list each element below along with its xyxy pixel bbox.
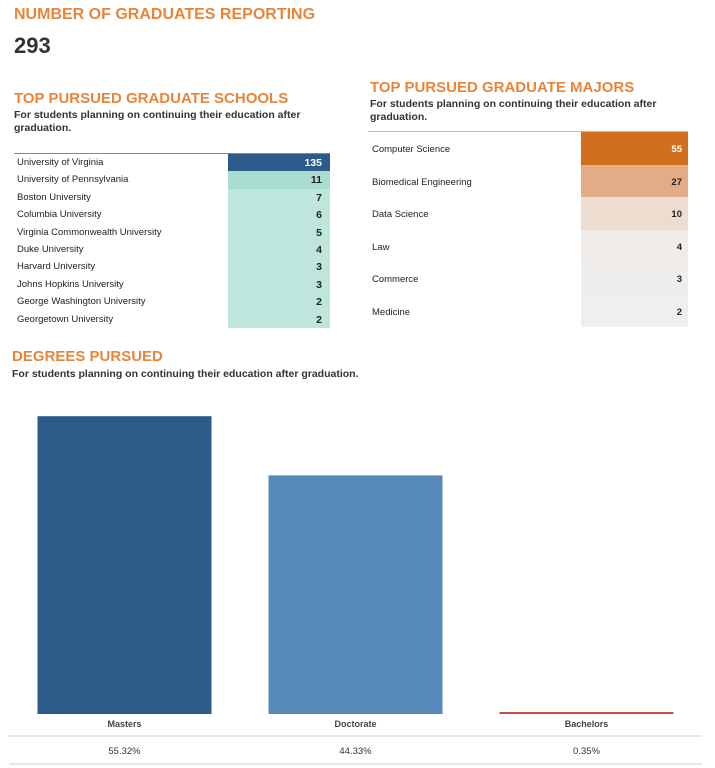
major-value: 4 (676, 241, 682, 253)
major-value-cell: 4 (581, 229, 688, 262)
major-row: Law 4 (368, 229, 688, 262)
degree-bar-doctorate (268, 475, 443, 714)
school-value-cell: 7 (228, 188, 330, 207)
major-value-cell: 10 (581, 197, 688, 230)
school-name: Columbia University (17, 209, 102, 221)
degree-bar-masters (37, 416, 212, 714)
school-value: 3 (316, 261, 322, 274)
school-row: Johns Hopkins University 3 (14, 275, 330, 294)
school-value-cell: 6 (228, 206, 330, 224)
major-name: Biomedical Engineering (372, 176, 472, 188)
degree-percent-label: 0.35% (573, 746, 600, 757)
school-value: 135 (304, 157, 322, 169)
major-value: 3 (676, 274, 682, 285)
school-value: 2 (316, 296, 322, 309)
major-value-cell: 2 (581, 294, 688, 327)
school-value: 5 (316, 226, 322, 239)
school-value-cell: 2 (228, 293, 330, 311)
school-value: 11 (310, 174, 322, 187)
major-value-cell: 27 (581, 164, 688, 197)
school-value-cell: 3 (228, 275, 330, 294)
major-row: Biomedical Engineering 27 (368, 164, 688, 197)
degree-bar-bachelors (499, 712, 674, 714)
school-name: George Washington University (17, 296, 146, 308)
school-value: 6 (316, 209, 322, 222)
degree-percent-label: 44.33% (339, 746, 372, 757)
school-name: University of Pennsylvania (17, 174, 129, 186)
major-value: 10 (671, 209, 682, 220)
major-name: Medicine (372, 306, 411, 318)
school-name: Boston University (17, 191, 91, 203)
graduates-count: 293 (14, 33, 51, 58)
school-row: Virginia Commonwealth University 5 (14, 223, 330, 241)
school-name: Georgetown University (17, 313, 114, 325)
school-row: Georgetown University 2 (14, 310, 330, 328)
school-value: 4 (316, 243, 322, 256)
majors-table: Computer Science 55 Biomedical Engineering… (368, 131, 688, 327)
school-value-cell: 11 (228, 171, 330, 189)
school-value: 2 (316, 313, 322, 326)
school-value-cell: 5 (228, 223, 330, 241)
majors-title: TOP PURSUED GRADUATE MAJORS (370, 79, 635, 96)
school-name: Virginia Commonwealth University (17, 226, 162, 238)
school-row: Harvard University 3 (14, 258, 330, 276)
degrees-subtitle: For students planning on continuing thei… (12, 368, 359, 380)
school-name: University of Virginia (17, 157, 104, 168)
degree-category-label: Doctorate (334, 719, 376, 729)
school-value: 7 (316, 191, 322, 204)
degree-category-label: Masters (107, 719, 141, 729)
major-value-cell: 3 (581, 262, 688, 295)
schools-table: University of Virginia 135 University of P… (14, 153, 330, 328)
school-value: 3 (316, 278, 322, 291)
school-name: Johns Hopkins University (17, 278, 124, 290)
school-row: Duke University 4 (14, 240, 330, 259)
degrees-title: DEGREES PURSUED (12, 348, 163, 365)
major-name: Data Science (372, 209, 429, 220)
school-value-cell: 3 (228, 258, 330, 276)
major-value-cell: 55 (581, 132, 688, 165)
degree-category-label: Bachelors (565, 719, 609, 729)
degree-percent-label: 55.32% (108, 746, 141, 757)
majors-subtitle: For students planning on continuing thei… (370, 98, 657, 123)
major-row: Commerce 3 (368, 262, 688, 295)
graduates-title: NUMBER OF GRADUATES REPORTING (14, 6, 316, 23)
major-value: 55 (671, 144, 682, 155)
school-value-cell: 2 (228, 310, 330, 328)
major-row: Data Science 10 (368, 197, 688, 230)
school-name: Duke University (17, 243, 84, 255)
school-value-cell: 4 (228, 240, 330, 259)
school-value-cell: 135 (228, 154, 330, 172)
major-value: 27 (671, 176, 682, 188)
major-name: Commerce (372, 274, 419, 285)
degrees-bar-chart: Masters 55.32% Doctorate 44.33% Bachelors 0.3… (9, 416, 702, 765)
school-row: Boston University 7 (14, 188, 330, 207)
major-row: Computer Science 55 (368, 132, 688, 165)
schools-subtitle: For students planning on continuing thei… (14, 109, 301, 134)
major-row: Medicine 2 (368, 294, 688, 327)
major-name: Computer Science (372, 144, 451, 155)
major-value: 2 (676, 306, 682, 318)
schools-title: TOP PURSUED GRADUATE SCHOOLS (14, 90, 289, 107)
school-row: Columbia University 6 (14, 206, 330, 224)
major-name: Law (372, 241, 390, 253)
school-row: George Washington University 2 (14, 293, 330, 311)
school-name: Harvard University (17, 261, 96, 273)
school-row: University of Pennsylvania 11 (14, 171, 330, 189)
school-row: University of Virginia 135 (14, 154, 330, 172)
